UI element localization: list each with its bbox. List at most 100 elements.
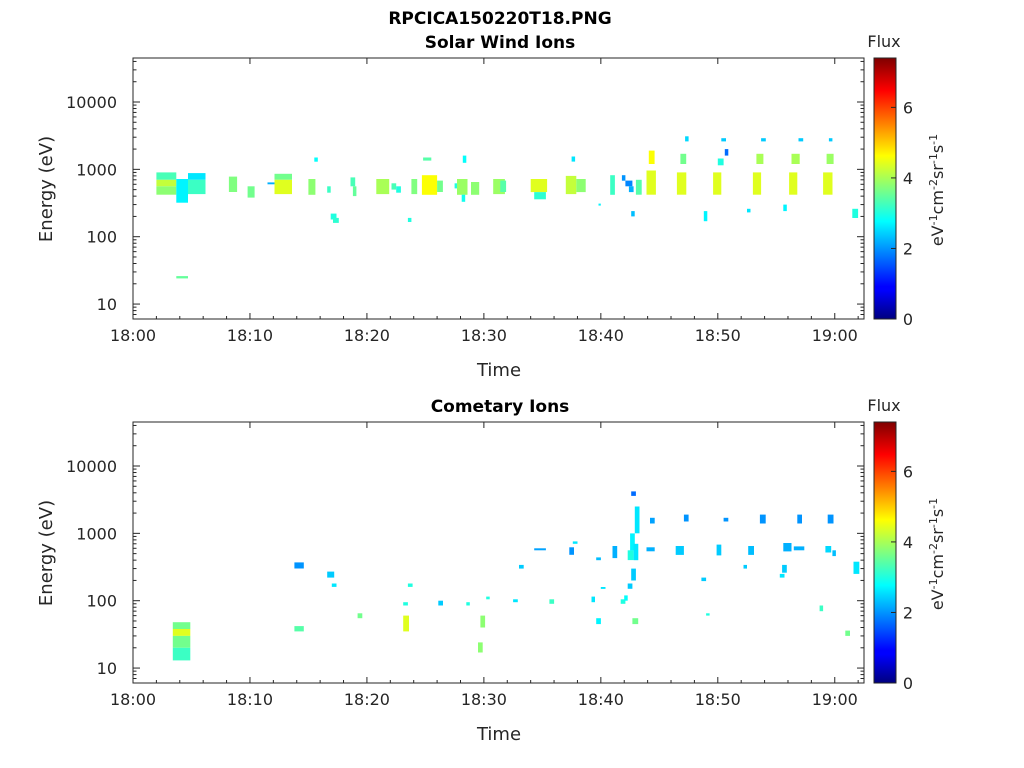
flux-cell bbox=[274, 173, 292, 180]
flux-cell bbox=[571, 156, 576, 162]
flux-cell bbox=[624, 595, 628, 601]
flux-cell bbox=[530, 179, 548, 193]
flux-cell bbox=[172, 622, 191, 629]
flux-cell bbox=[621, 175, 626, 181]
panel-title: Cometary Ions bbox=[431, 397, 570, 417]
flux-cell bbox=[228, 176, 238, 192]
flux-cell bbox=[188, 173, 206, 180]
flux-cell bbox=[314, 157, 318, 162]
flux-cell bbox=[756, 153, 764, 164]
flux-cell bbox=[569, 547, 574, 555]
flux-cell bbox=[172, 629, 191, 636]
x-tick-label: 18:20 bbox=[344, 326, 390, 345]
colorbar-tick-label: 6 bbox=[903, 462, 913, 481]
flux-cell bbox=[598, 203, 601, 206]
flux-cell bbox=[478, 642, 483, 653]
flux-cell bbox=[648, 150, 655, 164]
flux-cell bbox=[172, 635, 191, 648]
flux-cell bbox=[549, 599, 555, 604]
flux-cell bbox=[176, 179, 188, 203]
flux-cell bbox=[376, 179, 390, 195]
flux-cell bbox=[828, 138, 833, 142]
x-tick-label: 18:30 bbox=[461, 690, 507, 709]
flux-cell bbox=[461, 194, 466, 202]
colorbar-tick-label: 6 bbox=[903, 98, 913, 117]
y-tick-label: 100 bbox=[86, 228, 117, 247]
y-tick-label: 100 bbox=[86, 592, 117, 611]
flux-cell bbox=[852, 208, 859, 218]
flux-cell bbox=[646, 170, 656, 195]
x-tick-label: 18:00 bbox=[110, 690, 156, 709]
flux-cell bbox=[500, 180, 507, 192]
heatmap-cells bbox=[156, 136, 859, 279]
flux-cell bbox=[625, 180, 633, 187]
x-tick-label: 18:40 bbox=[578, 690, 624, 709]
flux-cell bbox=[752, 172, 762, 195]
flux-cell bbox=[327, 571, 335, 578]
y-tick-label: 10 bbox=[97, 659, 117, 678]
colorbar-ticks: 0 2 4 6 bbox=[891, 98, 913, 329]
flux-cell bbox=[466, 602, 470, 606]
colorbar bbox=[873, 57, 897, 320]
x-tick-label: 18:50 bbox=[695, 326, 741, 345]
x-axis-label: Time bbox=[476, 360, 521, 381]
flux-cell bbox=[635, 179, 642, 195]
flux-cell bbox=[403, 602, 408, 606]
colorbar-tick-label: 2 bbox=[903, 239, 913, 258]
flux-cell bbox=[827, 514, 834, 524]
colorbar bbox=[873, 421, 897, 684]
flux-cell bbox=[596, 618, 601, 625]
colorbar-ticks: 0 2 4 6 bbox=[891, 462, 913, 693]
flux-cell bbox=[156, 186, 177, 195]
flux-cell bbox=[576, 179, 586, 193]
flux-cell bbox=[747, 208, 751, 213]
flux-cell bbox=[454, 183, 460, 189]
colorbar-label: eV-1cm-2sr-1s-1 bbox=[927, 134, 947, 246]
x-tick-label: 18:10 bbox=[227, 690, 273, 709]
flux-cell bbox=[761, 138, 766, 142]
y-tick-label: 1000 bbox=[76, 160, 117, 179]
flux-cell bbox=[791, 153, 800, 164]
flux-cell bbox=[797, 514, 802, 524]
x-tick-label: 18:30 bbox=[461, 326, 507, 345]
panel-cometary-ions: Cometary Ions 18:00 18:10 18:20 18:30 18:40 1… bbox=[36, 396, 947, 745]
y-axis-label: Energy (eV) bbox=[36, 500, 57, 606]
x-tick-label: 19:00 bbox=[812, 690, 858, 709]
flux-cell bbox=[350, 177, 356, 187]
flux-cell bbox=[721, 138, 726, 142]
flux-cell bbox=[627, 583, 633, 589]
colorbar-title: Flux bbox=[867, 396, 900, 415]
flux-cell bbox=[826, 153, 834, 164]
flux-cell bbox=[357, 613, 363, 619]
flux-cell bbox=[513, 599, 518, 603]
panel-title: Solar Wind Ions bbox=[425, 33, 576, 53]
x-axis-label: Time bbox=[476, 724, 521, 745]
colorbar-tick-label: 0 bbox=[903, 310, 913, 329]
flux-cell bbox=[631, 568, 636, 581]
flux-cell bbox=[723, 517, 729, 522]
flux-cell bbox=[759, 514, 766, 524]
flux-cell bbox=[267, 182, 275, 185]
flux-cell bbox=[646, 547, 655, 552]
flux-cell bbox=[631, 211, 635, 217]
flux-cell bbox=[782, 564, 787, 573]
flux-cell bbox=[701, 577, 707, 582]
flux-cell bbox=[620, 599, 626, 604]
x-tick-label: 18:10 bbox=[227, 326, 273, 345]
flux-cell bbox=[294, 562, 304, 569]
x-tick-label: 19:00 bbox=[812, 326, 858, 345]
colorbar-tick-label: 4 bbox=[903, 169, 913, 188]
flux-cell bbox=[703, 211, 708, 222]
flux-cell bbox=[411, 179, 418, 195]
colorbar-tick-label: 2 bbox=[903, 603, 913, 622]
flux-cell bbox=[675, 546, 684, 555]
colorbar-label: eV-1cm-2sr-1s-1 bbox=[927, 498, 947, 610]
flux-cell bbox=[853, 561, 860, 574]
flux-cell bbox=[743, 564, 747, 569]
y-tick-label: 10 bbox=[97, 295, 117, 314]
flux-cell bbox=[685, 136, 689, 142]
flux-cell bbox=[247, 186, 255, 198]
flux-cell bbox=[630, 533, 635, 551]
flux-cell bbox=[462, 155, 467, 163]
flux-cell bbox=[172, 647, 191, 661]
